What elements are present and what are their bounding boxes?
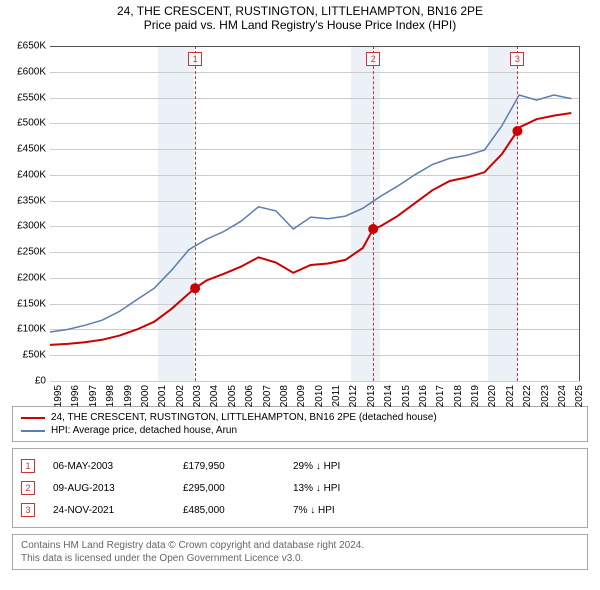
attribution-box: Contains HM Land Registry data © Crown c…: [12, 534, 588, 570]
bottom-section: 24, THE CRESCENT, RUSTINGTON, LITTLEHAMP…: [0, 406, 600, 570]
attribution-line1: Contains HM Land Registry data © Crown c…: [21, 539, 579, 552]
events-box: 1 06-MAY-2003£179,95029% ↓ HPI 2 09-AUG-201…: [12, 448, 588, 528]
event-pct: 29% ↓ HPI: [293, 461, 340, 472]
event-marker: 2: [21, 481, 35, 495]
event-pct: 13% ↓ HPI: [293, 483, 340, 494]
event-row: 2 09-AUG-2013£295,00013% ↓ HPI: [21, 477, 579, 499]
event-date: 09-AUG-2013: [53, 483, 183, 494]
legend-swatch: [21, 430, 45, 432]
event-marker: 1: [21, 459, 35, 473]
chart-title: 24, THE CRESCENT, RUSTINGTON, LITTLEHAMP…: [0, 0, 600, 18]
event-date: 24-NOV-2021: [53, 505, 183, 516]
event-price: £295,000: [183, 483, 293, 494]
attribution-line2: This data is licensed under the Open Gov…: [21, 552, 579, 565]
legend-row: HPI: Average price, detached house, Arun: [21, 424, 579, 437]
event-price: £179,950: [183, 461, 293, 472]
page-container: 24, THE CRESCENT, RUSTINGTON, LITTLEHAMP…: [0, 0, 600, 590]
event-date: 06-MAY-2003: [53, 461, 183, 472]
legend-label: HPI: Average price, detached house, Arun: [51, 425, 237, 436]
legend-label: 24, THE CRESCENT, RUSTINGTON, LITTLEHAMP…: [51, 412, 437, 423]
chart-area: £0£50K£100K£150K£200K£250K£300K£350K£400…: [0, 36, 600, 406]
chart-subtitle: Price paid vs. HM Land Registry's House …: [0, 18, 600, 36]
event-row: 3 24-NOV-2021£485,0007% ↓ HPI: [21, 499, 579, 521]
event-price: £485,000: [183, 505, 293, 516]
legend-swatch: [21, 417, 45, 419]
event-pct: 7% ↓ HPI: [293, 505, 335, 516]
event-row: 1 06-MAY-2003£179,95029% ↓ HPI: [21, 455, 579, 477]
event-marker: 3: [21, 503, 35, 517]
legend-box: 24, THE CRESCENT, RUSTINGTON, LITTLEHAMP…: [12, 406, 588, 442]
legend-row: 24, THE CRESCENT, RUSTINGTON, LITTLEHAMP…: [21, 411, 579, 424]
plot-border: [50, 46, 580, 381]
